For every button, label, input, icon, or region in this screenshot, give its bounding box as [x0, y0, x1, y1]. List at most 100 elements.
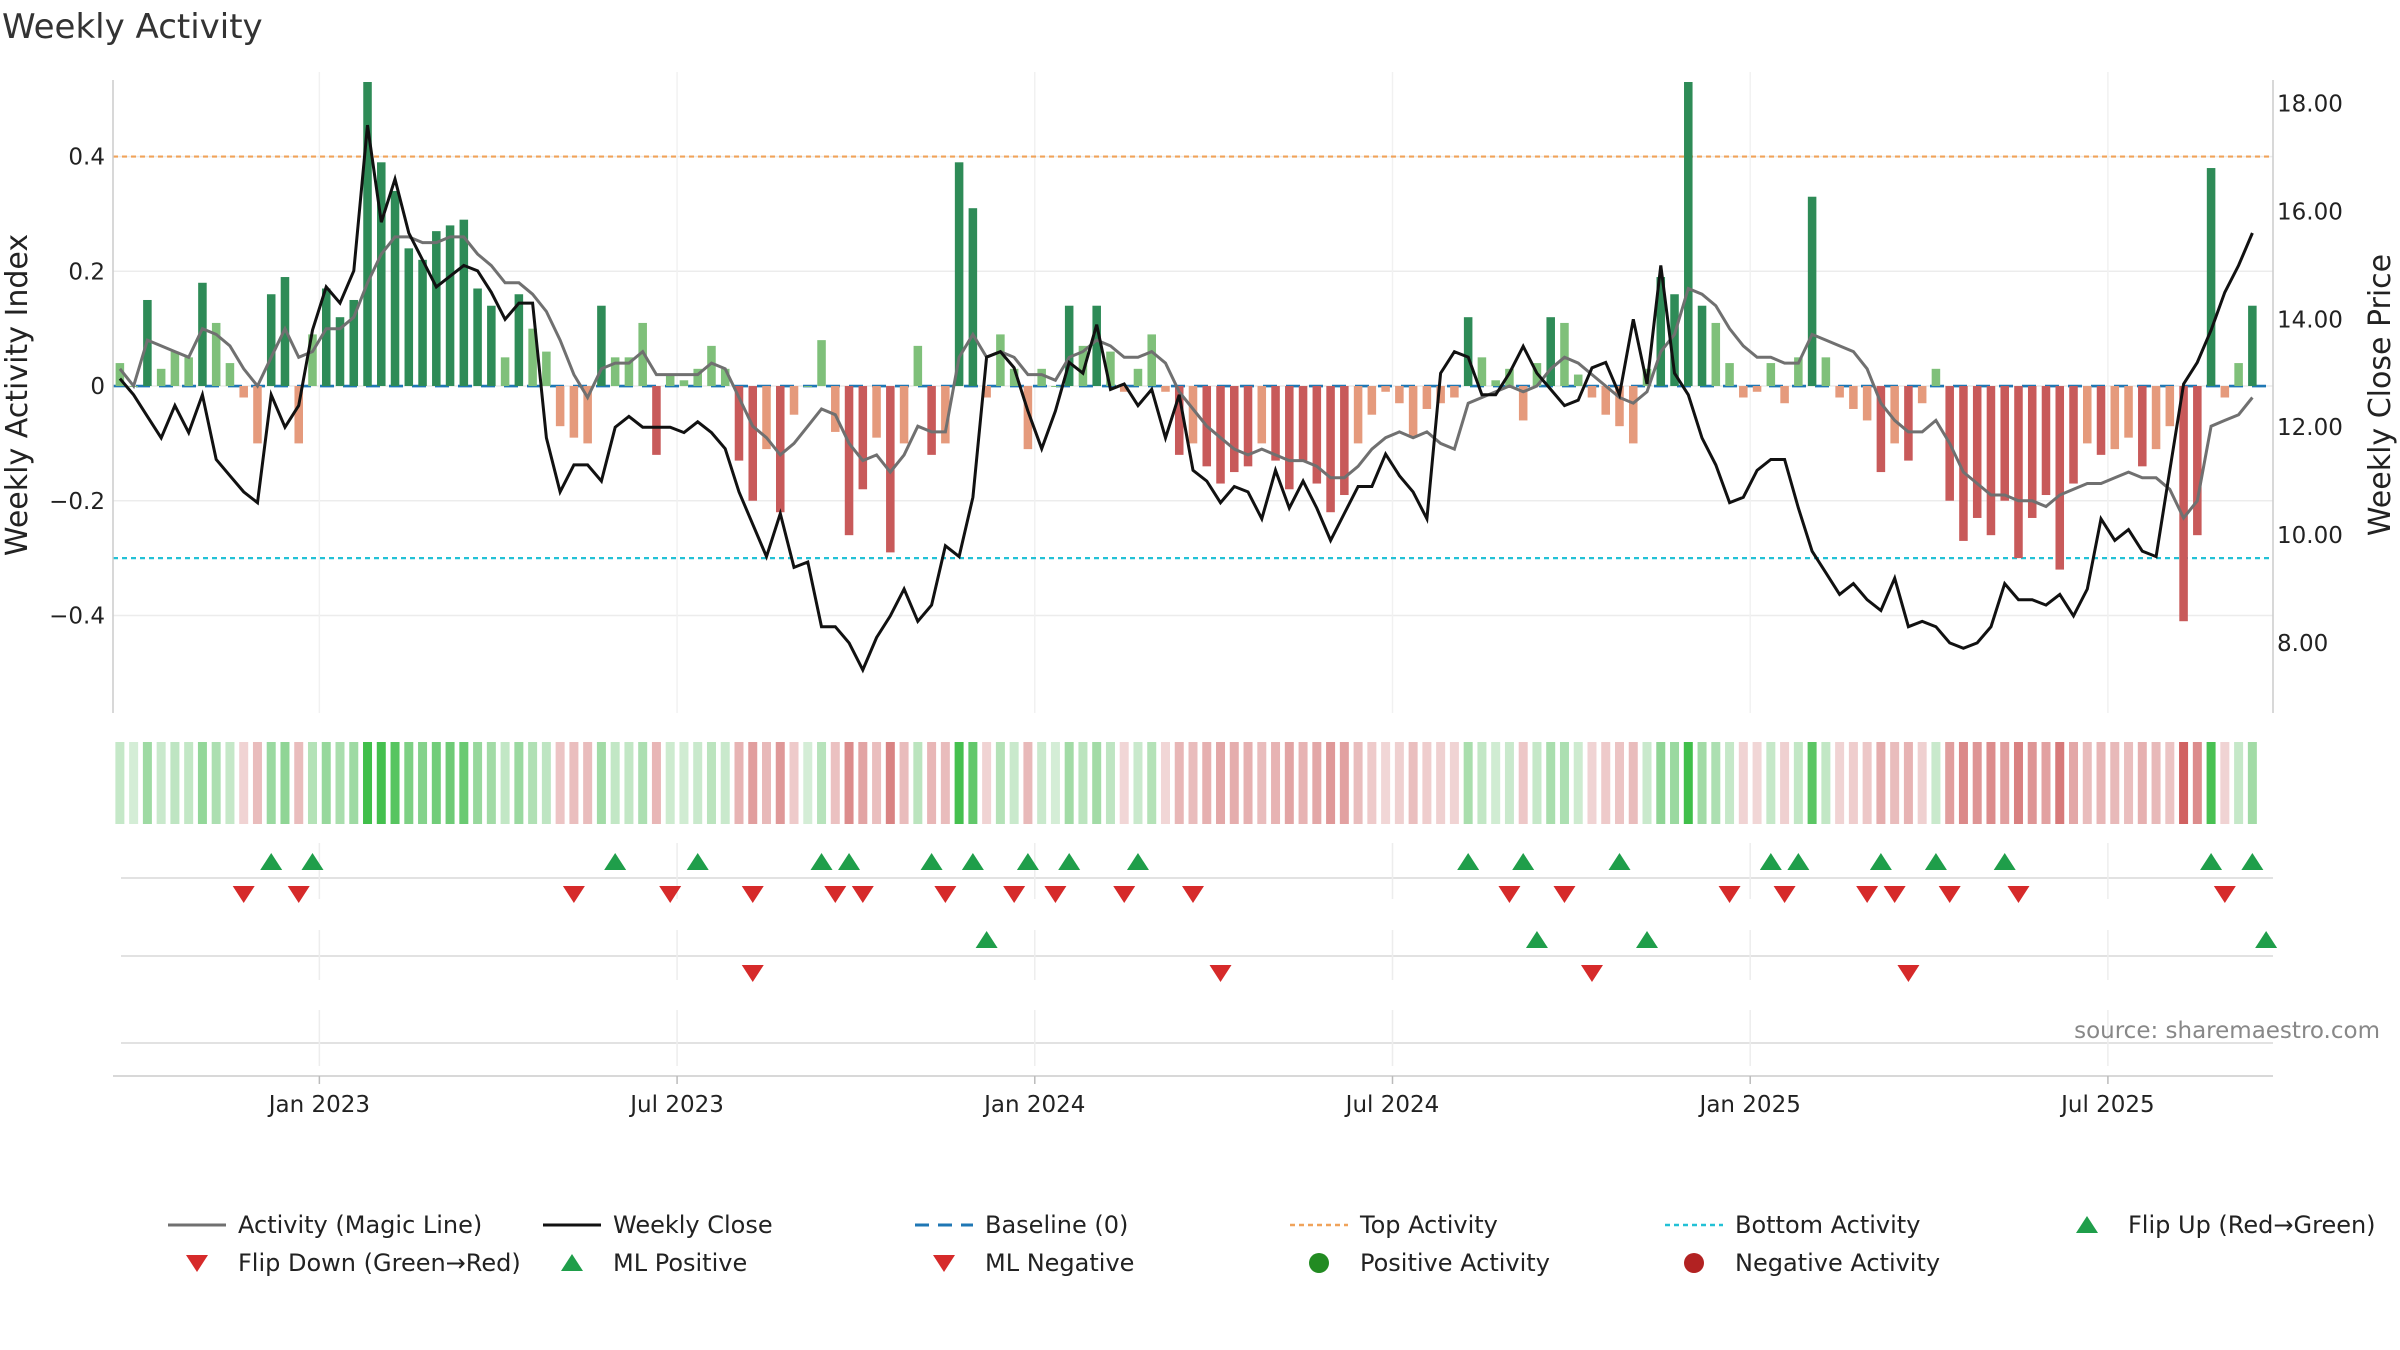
- heat-cell: [1422, 742, 1432, 824]
- heat-cell: [142, 742, 152, 824]
- activity-bar: [1298, 386, 1308, 461]
- flip-up-marker: [260, 853, 283, 870]
- activity-bar: [624, 357, 634, 387]
- heat-cell: [1876, 742, 1886, 824]
- activity-bar: [239, 386, 248, 398]
- heat-cell: [789, 742, 799, 824]
- series-lines: [118, 124, 2254, 674]
- heat-cell: [1009, 742, 1019, 824]
- activity-bar: [1230, 386, 1239, 473]
- flip-up-marker: [1016, 853, 1039, 870]
- flip-up-marker: [1457, 853, 1480, 870]
- activity-bar: [899, 386, 909, 444]
- flip-up-marker: [838, 853, 861, 870]
- left-tick-label: −0.2: [49, 489, 105, 515]
- flip-down-marker: [232, 886, 255, 903]
- heat-cell: [2206, 742, 2216, 824]
- ml-negative-marker: [1209, 965, 1232, 982]
- activity-bars: [115, 82, 2257, 622]
- activity-bar: [2124, 386, 2133, 438]
- flip-up-marker: [1058, 853, 1081, 870]
- flip-up-marker: [1512, 853, 1535, 870]
- heat-cell: [390, 742, 400, 824]
- right-tick-label: 12.00: [2277, 415, 2343, 441]
- heat-cell: [2220, 742, 2230, 824]
- flip-down-marker: [1883, 886, 1906, 903]
- activity-bar: [1890, 386, 1899, 444]
- legend-label-top: Top Activity: [1359, 1211, 1498, 1239]
- activity-bar: [1147, 334, 1156, 387]
- heat-cell: [1216, 742, 1226, 824]
- heat-cell: [830, 742, 840, 824]
- activity-bar: [1271, 386, 1280, 461]
- heat-cell: [349, 742, 359, 824]
- flip-down-marker: [1856, 886, 1879, 903]
- ml-positive-marker: [2255, 931, 2278, 948]
- activity-bar: [1078, 345, 1088, 387]
- right-tick-label: 8.00: [2277, 631, 2328, 657]
- heat-cell: [473, 742, 483, 824]
- flip-down-marker: [934, 886, 957, 903]
- heat-cell: [1119, 742, 1129, 824]
- heat-cell: [1835, 742, 1845, 824]
- heat-cell: [1271, 742, 1281, 824]
- x-tick-label: Jul 2024: [1344, 1092, 1440, 1118]
- activity-bar: [1395, 386, 1404, 404]
- activity-bar: [1794, 357, 1803, 387]
- flip-down-marker: [1773, 886, 1796, 903]
- heat-cell: [225, 742, 235, 824]
- flip-up-marker: [810, 853, 833, 870]
- heat-cell: [1078, 742, 1088, 824]
- heat-cell: [1105, 742, 1115, 824]
- signal-panels: [113, 843, 2278, 1077]
- activity-bar: [1243, 386, 1253, 467]
- heat-cell: [1670, 742, 1680, 824]
- heat-cell: [651, 742, 661, 824]
- heat-cell: [1037, 742, 1047, 824]
- heat-cell: [1559, 742, 1569, 824]
- activity-bar: [1876, 386, 1886, 473]
- heat-cell: [1972, 742, 1982, 824]
- heat-cell: [1147, 742, 1157, 824]
- heat-cell: [252, 742, 262, 824]
- axes: 0.4 0.2 0 −0.2 −0.4 18.00 16.00 14.00 12.00 10.00…: [49, 80, 2343, 713]
- heat-cell: [610, 742, 620, 824]
- heat-cell: [968, 742, 978, 824]
- activity-bar: [170, 351, 180, 387]
- heat-cell: [1050, 742, 1060, 824]
- flip-up-marker: [1787, 853, 1810, 870]
- heat-cell: [2247, 742, 2257, 824]
- activity-bar: [734, 386, 744, 461]
- heat-cell: [1766, 742, 1776, 824]
- activity-bar: [459, 219, 469, 387]
- activity-heat-strip: [115, 742, 2257, 824]
- heat-cell: [197, 742, 207, 824]
- legend-swatch-up-triangle: [561, 1254, 583, 1271]
- heat-cell: [2055, 742, 2065, 824]
- activity-bar: [1367, 386, 1377, 415]
- legend-label-bottom: Bottom Activity: [1735, 1211, 1920, 1239]
- flip-down-marker: [1498, 886, 1521, 903]
- activity-bar: [156, 368, 166, 387]
- heat-cell: [1504, 742, 1514, 824]
- flip-down-marker: [2213, 886, 2236, 903]
- heat-cell: [211, 742, 221, 824]
- right-axis-label: Weekly Close Price: [2363, 254, 2398, 536]
- activity-bar: [211, 322, 221, 387]
- activity-bar: [542, 351, 551, 387]
- activity-bar: [1711, 322, 1721, 387]
- legend-label-mlneg: ML Negative: [985, 1249, 1134, 1277]
- activity-bar: [390, 190, 400, 387]
- heat-cell: [514, 742, 524, 824]
- heat-cell: [913, 742, 923, 824]
- activity-bar: [1752, 386, 1762, 392]
- heat-cell: [2013, 742, 2023, 824]
- activity-bar: [1725, 363, 1734, 387]
- activity-bar: [844, 386, 854, 536]
- heat-cell: [2192, 742, 2202, 824]
- activity-bar: [2179, 386, 2188, 622]
- activity-bar: [2206, 168, 2216, 387]
- activity-bar: [1835, 386, 1844, 398]
- legend: Activity (Magic Line) Weekly Close Baselin…: [168, 1211, 2376, 1277]
